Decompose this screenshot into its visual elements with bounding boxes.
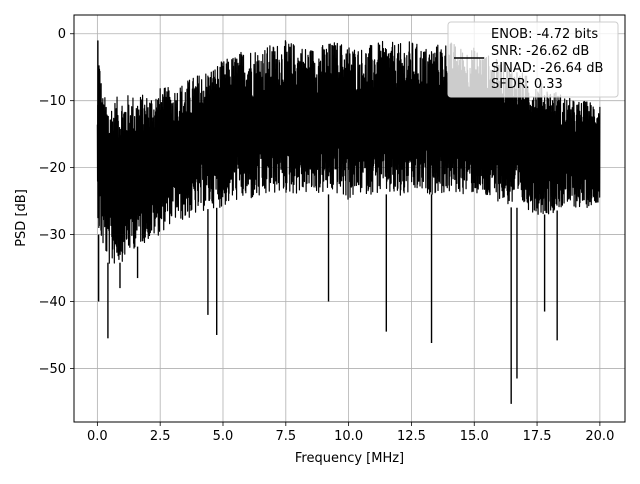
y-tick-label: −50 <box>39 362 66 377</box>
legend: ENOB: -4.72 bits SNR: -26.62 dB SINAD: -… <box>447 21 619 98</box>
x-tick-label: 2.5 <box>150 429 171 444</box>
x-tick-label: 12.5 <box>397 429 426 444</box>
legend-box <box>447 21 619 98</box>
x-tick-label: 0.0 <box>87 429 108 444</box>
x-tick-label: 7.5 <box>275 429 296 444</box>
x-axis-label: Frequency [MHz] <box>295 451 404 466</box>
x-tick-label: 10.0 <box>334 429 363 444</box>
y-tick-label: −10 <box>39 94 66 109</box>
legend-entry-enob: ENOB: -4.72 bits <box>491 27 598 42</box>
axis-ticks: 0.0 2.5 5.0 7.5 10.0 12.5 15.0 17.5 20.0 0 −10 −20 −… <box>39 27 615 444</box>
y-axis-label: PSD [dB] <box>14 189 29 247</box>
y-tick-label: 0 <box>58 27 66 42</box>
legend-entry-sinad: SINAD: -26.64 dB <box>491 61 603 76</box>
x-tick-label: 17.5 <box>523 429 552 444</box>
x-tick-label: 5.0 <box>213 429 234 444</box>
y-tick-label: −20 <box>39 161 66 176</box>
legend-entry-snr: SNR: -26.62 dB <box>491 44 589 59</box>
x-tick-label: 15.0 <box>460 429 489 444</box>
plot-frame <box>73 14 626 423</box>
legend-entry-sfdr: SFDR: 0.33 <box>491 77 563 92</box>
y-tick-label: −40 <box>39 295 66 310</box>
y-tick-label: −30 <box>39 228 66 243</box>
x-tick-label: 20.0 <box>585 429 614 444</box>
